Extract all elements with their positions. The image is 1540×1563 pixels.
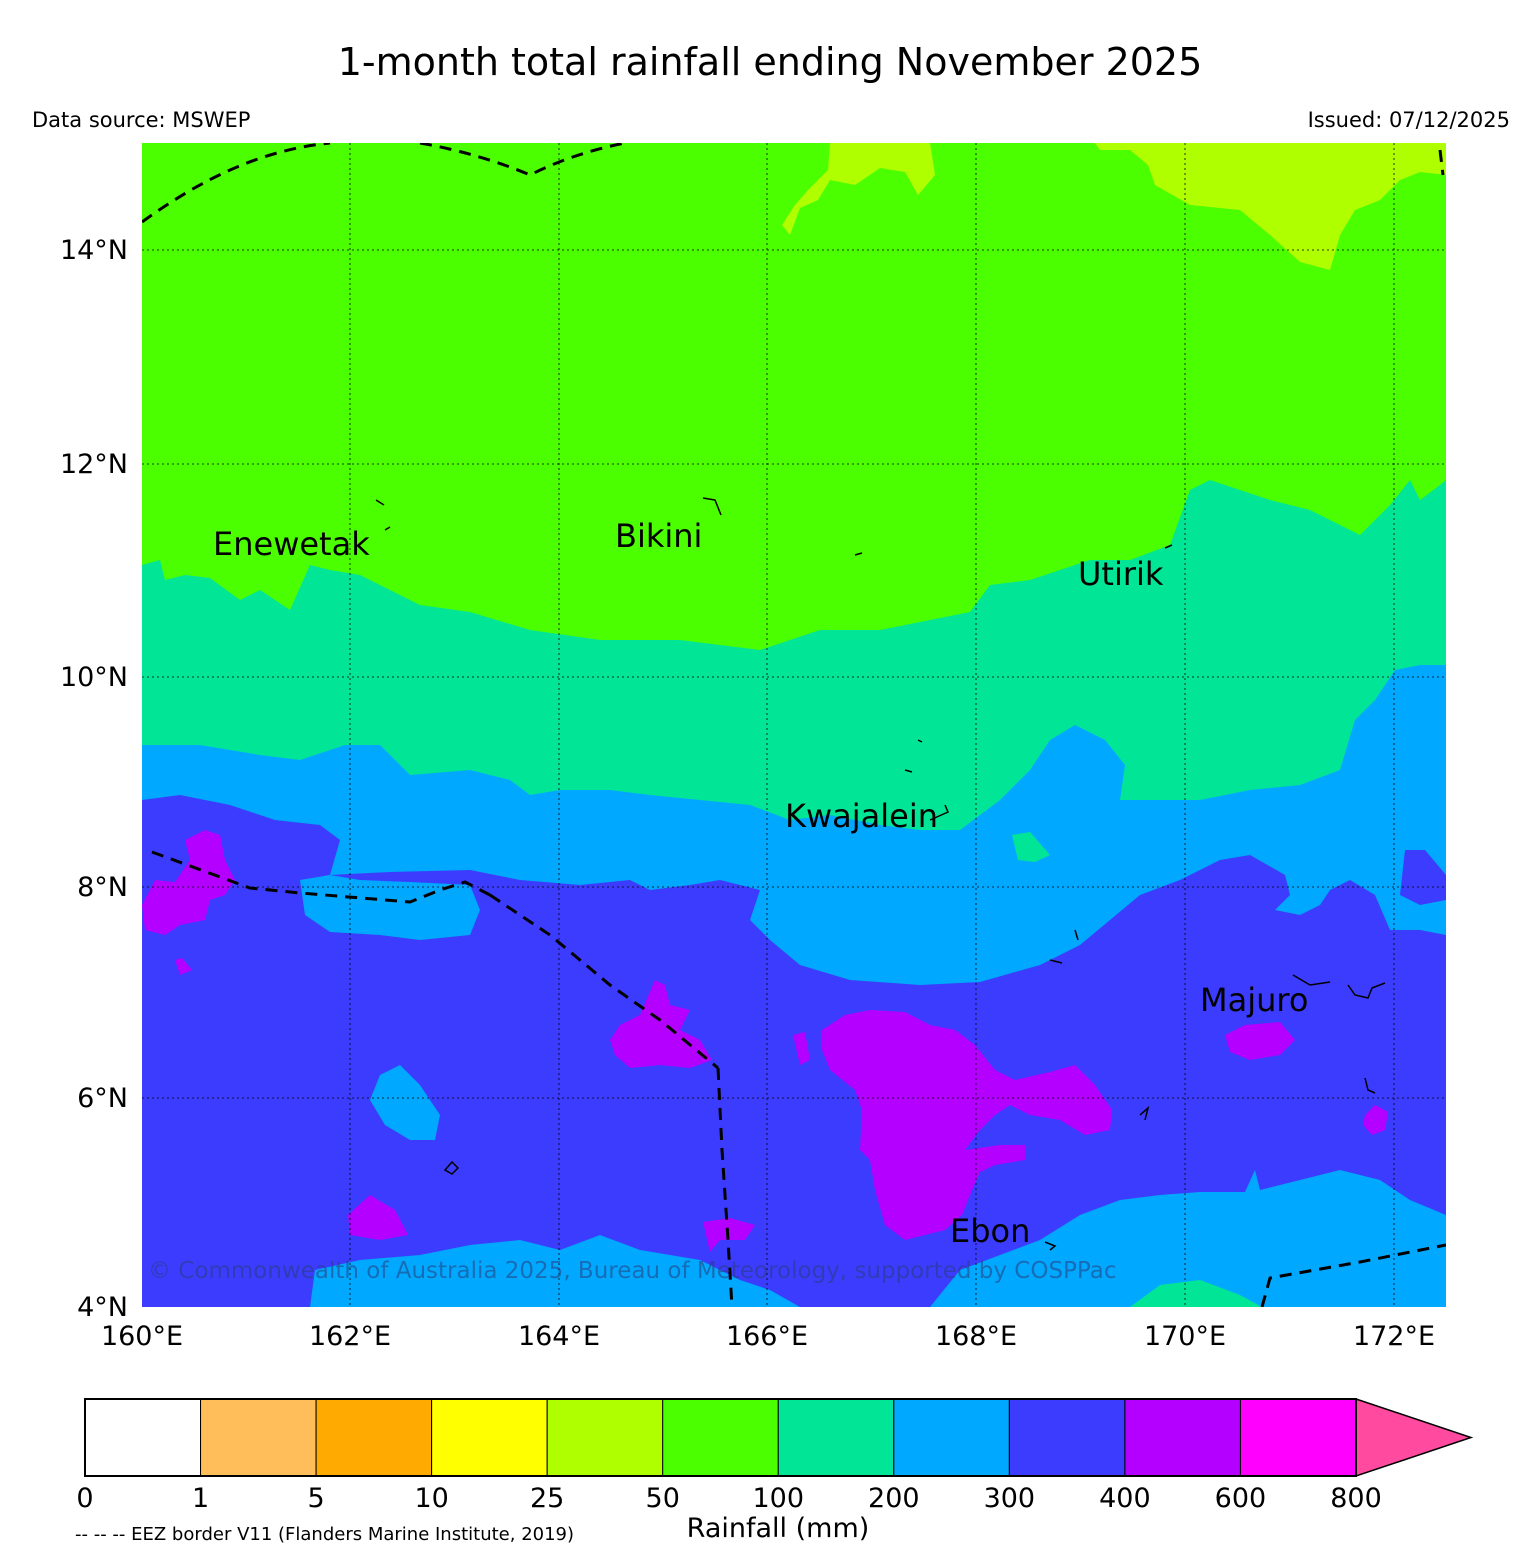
- atoll-kosrae: [443, 1160, 460, 1175]
- colorbar-swatch: [1124, 1398, 1241, 1477]
- rain-zone-300-400-east: [1400, 850, 1446, 905]
- colorbar-tick-label: 300: [984, 1483, 1036, 1514]
- lon-tick-label: 160°E: [101, 1321, 183, 1352]
- colorbar-tick-label: 10: [414, 1483, 448, 1514]
- rain-zone-25-50-north: [782, 143, 935, 235]
- atoll-outlines: [375, 497, 1386, 1251]
- lat-tick-label: 6°N: [77, 1083, 128, 1114]
- atoll-ujae: [904, 739, 923, 773]
- rain-zone-400-600-spot-2: [1363, 1105, 1388, 1135]
- rain-zone-400-600-south-west: [348, 1195, 408, 1240]
- atoll-jaluit: [1139, 1105, 1150, 1121]
- atoll-ebon: [1044, 1241, 1057, 1251]
- atoll-majuro: [1292, 974, 1386, 999]
- rain-zone-200-300-central: [370, 1065, 440, 1140]
- lon-tick-label: 172°E: [1353, 1321, 1435, 1352]
- eez-borders: [142, 143, 1446, 1307]
- place-label-ebon: Ebon: [950, 1212, 1030, 1250]
- colorbar-tick-label: 50: [646, 1483, 680, 1514]
- lat-tick-label: 8°N: [77, 872, 128, 903]
- colorbar-swatch: [84, 1398, 202, 1477]
- colorbar-swatch: [546, 1398, 664, 1477]
- place-label-utirik: Utirik: [1078, 555, 1164, 593]
- lat-tick-label: 10°N: [60, 662, 128, 693]
- latitude-tick-labels: 14°N 12°N 10°N 8°N 6°N 4°N: [60, 235, 128, 1323]
- rain-zone-400-600-majuro: [1225, 1022, 1295, 1060]
- rain-zone-400-600-spot-3: [175, 958, 192, 975]
- eez-border-south-diag: [489, 893, 719, 1070]
- atoll-kwajalein: [929, 804, 949, 821]
- atoll-kili: [1364, 1077, 1376, 1094]
- colorbar-tick-label: 0: [76, 1483, 93, 1514]
- rain-zone-400-600-spot-1: [793, 1032, 810, 1065]
- lat-tick-label: 12°N: [60, 449, 128, 480]
- colorbar-tick-label: 800: [1330, 1483, 1382, 1514]
- eez-border-west: [151, 850, 491, 904]
- rain-zone-400-600-mid: [610, 980, 712, 1068]
- colorbar-swatch: [315, 1398, 433, 1477]
- atoll-utirik: [1164, 544, 1173, 549]
- rain-zone-400-600-west: [142, 830, 235, 935]
- atoll-enewetak: [375, 499, 391, 531]
- rain-zone-100-200-south: [1130, 1280, 1262, 1307]
- rain-zone-100-200-spot: [1012, 832, 1050, 862]
- place-label-bikini: Bikini: [615, 517, 702, 555]
- rainfall-map-area: [142, 143, 1446, 1307]
- lon-tick-label: 168°E: [935, 1321, 1017, 1352]
- copyright-notice: © Commonwealth of Australia 2025, Bureau…: [148, 1258, 1117, 1284]
- place-label-enewetak: Enewetak: [213, 525, 370, 563]
- lon-tick-label: 166°E: [726, 1321, 808, 1352]
- eez-border-footnote: -- -- -- EEZ border V11 (Flanders Marine…: [75, 1524, 574, 1545]
- place-label-majuro: Majuro: [1200, 981, 1308, 1019]
- place-label-kwajalein: Kwajalein: [785, 797, 938, 835]
- colorbar-swatch: [777, 1398, 895, 1477]
- colorbar-swatch: [1239, 1398, 1357, 1477]
- eez-border-north-arc-1: [142, 143, 331, 224]
- colorbar-tick-label: 400: [1099, 1483, 1151, 1514]
- eez-border-southeast: [1260, 1243, 1446, 1307]
- lat-tick-label: 14°N: [60, 235, 128, 266]
- colorbar-swatch: [431, 1398, 548, 1477]
- colorbar-swatch: [1008, 1398, 1126, 1477]
- lon-tick-label: 162°E: [309, 1321, 391, 1352]
- colorbar-title: Rainfall (mm): [687, 1513, 870, 1544]
- lat-tick-label: 4°N: [77, 1292, 128, 1323]
- lon-tick-label: 170°E: [1144, 1321, 1226, 1352]
- colorbar-tick-label: 200: [868, 1483, 920, 1514]
- longitude-tick-labels: 160°E 162°E 164°E 166°E 168°E 170°E 172°…: [101, 1321, 1435, 1352]
- eez-border-north-arc-2: [419, 143, 626, 177]
- atoll-bikini: [702, 497, 722, 516]
- place-labels: Enewetak Bikini Utirik Kwajalein Majuro …: [213, 517, 1308, 1250]
- eez-border-northeast: [1438, 149, 1445, 176]
- chart-title: 1-month total rainfall ending November 2…: [337, 40, 1203, 84]
- rain-zone-200-300-south: [310, 1235, 800, 1307]
- colorbar-tick-label: 1: [192, 1483, 209, 1514]
- lon-tick-label: 164°E: [518, 1321, 600, 1352]
- colorbar-extend-arrow: [1355, 1397, 1474, 1478]
- colorbar-swatch: [662, 1398, 779, 1477]
- rain-zone-25-50-northeast: [1095, 143, 1446, 270]
- colorbar-swatch: [893, 1398, 1010, 1477]
- colorbar-tick-label: 5: [307, 1483, 324, 1514]
- colorbar-legend: 0 1 5 10 25 50 100 200 300 400 600 800: [76, 1397, 1474, 1514]
- colorbar-swatch: [200, 1398, 317, 1477]
- rain-zone-200-300-west: [300, 875, 480, 940]
- issued-date-label: Issued: 07/12/2025: [1307, 108, 1510, 132]
- colorbar-tick-label: 25: [530, 1483, 564, 1514]
- atoll-wotje: [1049, 929, 1079, 964]
- gridlines: [142, 143, 1446, 1307]
- rain-zone-400-600-east: [822, 1010, 1112, 1240]
- colorbar-tick-label: 600: [1215, 1483, 1267, 1514]
- eez-border-south-vert: [716, 1067, 734, 1307]
- data-source-label: Data source: MSWEP: [32, 108, 251, 132]
- colorbar-tick-label: 100: [752, 1483, 804, 1514]
- colorbar-frame: [84, 1398, 1357, 1477]
- rain-zone-200-300-southeast: [930, 1170, 1446, 1307]
- atoll-rongelap: [854, 552, 863, 556]
